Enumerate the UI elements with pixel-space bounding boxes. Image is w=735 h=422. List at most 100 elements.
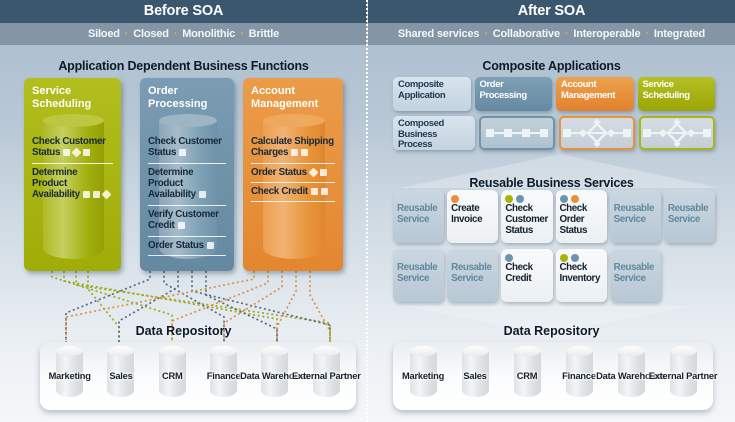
composite-box-order-processing: Order Processing: [474, 77, 552, 111]
database-label: Sales: [109, 370, 133, 381]
service-box-create-invoice: Create Invoice: [447, 190, 499, 243]
app-column-title: Service Scheduling: [32, 85, 92, 110]
process-chain-icon: [486, 129, 548, 137]
square-icon: [310, 188, 318, 196]
separator-dot: ·: [124, 28, 129, 40]
process-flow-icon: [643, 119, 711, 147]
function-label: Calculate Shipping Charges: [251, 136, 334, 159]
database-marketing: Marketing: [397, 342, 449, 410]
service-box-check-inventory: Check Inventory: [555, 249, 607, 302]
database-label: CRM: [162, 370, 183, 381]
database-sales: Sales: [449, 342, 501, 410]
composite-box-composed-business-process: Composed Business Process: [393, 116, 475, 150]
before-soa-subtitle: Siloed · Closed · Monolithic · Brittle: [0, 23, 367, 45]
database-cylinder-icon: [261, 346, 289, 397]
composite-box-process-chain: [479, 116, 555, 150]
function-label: Check Customer Status: [148, 136, 222, 159]
subtitle-word: Shared services: [397, 28, 480, 40]
square-icon: [92, 191, 100, 199]
composite-box-account-management: Account Management: [556, 77, 634, 111]
database-cylinder-icon: [513, 346, 541, 397]
service-box-reusable-service: Reusable Service: [609, 190, 661, 243]
function-label: Check Customer Status: [32, 136, 106, 159]
function-item: Determine Product Availability: [148, 164, 226, 206]
database-sales: Sales: [95, 342, 146, 410]
app-column-order-processing: Order Processing Check Customer Status Det…: [140, 78, 234, 271]
service-label: Check Credit: [505, 262, 533, 284]
diamond-icon: [71, 147, 82, 158]
service-dot-green: [559, 253, 568, 262]
funnel-decoration-bottom: [403, 306, 693, 334]
service-dots: [559, 193, 603, 204]
service-label: Create Invoice: [451, 203, 483, 225]
composite-box-label: Account Management: [561, 79, 616, 101]
reusable-services-title: Reusable Business Services: [469, 176, 634, 190]
service-dot-blue: [570, 253, 579, 262]
database-label: Finance: [562, 370, 596, 381]
database-cylinder: [43, 114, 104, 259]
business-functions-title: Application Dependent Business Functions: [58, 59, 309, 73]
funnel-decoration-top: [400, 154, 720, 188]
service-label: Reusable Service: [613, 262, 655, 284]
panel-divider: [366, 0, 368, 422]
composed-process-row: Composed Business Process: [393, 116, 715, 150]
function-label: Order Status: [148, 239, 204, 251]
service-label: Check Customer Status: [505, 203, 548, 236]
database-cylinder-icon: [158, 346, 186, 397]
database-label: Marketing: [401, 370, 445, 381]
square-icon: [82, 191, 90, 199]
composite-box-process-flow: [639, 116, 715, 150]
subtitle-word: Interoperable: [573, 28, 641, 40]
composite-box-label: Order Processing: [479, 79, 528, 101]
composite-box-process-flow: [559, 116, 635, 150]
database-cylinder-icon: [409, 346, 437, 397]
service-dots: [505, 193, 548, 204]
before-soa-panel: Before SOA Siloed · Closed · Monolithic · Brit…: [0, 0, 367, 422]
database-label: Data Warehouse: [596, 370, 666, 381]
subtitle-word: Brittle: [248, 28, 280, 40]
database-crm: CRM: [501, 342, 553, 410]
service-box-check-customer-status: Check Customer Status: [501, 190, 553, 243]
reusable-services-grid: Reusable Service Create Invoice Check Cust…: [393, 190, 715, 302]
service-box-reusable-service: Reusable Service: [393, 249, 445, 302]
service-dot-blue: [559, 194, 568, 203]
database-label: Data Warehouse: [240, 370, 310, 381]
after-soa-header: After SOA: [368, 0, 735, 23]
process-flow-icon: [563, 119, 631, 147]
database-finance: Finance: [198, 342, 249, 410]
database-label: External Partner: [291, 370, 361, 381]
service-box-reusable-service: Reusable Service: [447, 249, 499, 302]
function-label: Determine Product Availability: [32, 166, 80, 201]
database-cylinder-icon: [565, 346, 593, 397]
composite-box-service-scheduling: Service Scheduling: [637, 77, 715, 111]
service-box-check-credit: Check Credit: [501, 249, 553, 302]
function-item: Calculate Shipping Charges: [251, 133, 335, 164]
function-item: Check Customer Status: [32, 133, 113, 164]
function-list: Check Customer Status Determine Product A…: [148, 133, 226, 256]
function-label: Determine Product Availability: [148, 166, 196, 201]
square-icon: [198, 191, 206, 199]
function-list: Calculate Shipping Charges Order Status Ch…: [251, 133, 335, 203]
database-external-partner: External Partner: [649, 342, 718, 410]
function-item: Order Status: [251, 164, 335, 184]
data-repository-title-left: Data Repository: [135, 324, 232, 338]
after-soa-subtitle: Shared services · Collaborative · Interopera…: [368, 23, 735, 45]
app-column-title: Order Processing: [148, 85, 208, 110]
database-cylinder-icon: [56, 346, 84, 397]
data-repository-left: Marketing Sales CRM Finance Data Warehouse Ex…: [40, 342, 361, 410]
database-cylinder-icon: [210, 346, 238, 397]
function-item: Order Status: [148, 237, 226, 256]
service-box-reusable-service: Reusable Service: [663, 190, 715, 243]
database-label: Sales: [463, 370, 487, 381]
subtitle-word: Monolithic: [182, 28, 236, 40]
service-label: Check Order Status: [559, 203, 588, 236]
database-marketing: Marketing: [44, 342, 95, 410]
database-crm: CRM: [147, 342, 198, 410]
square-icon: [83, 149, 91, 157]
database-data-warehouse: Data Warehouse: [240, 342, 310, 410]
database-data-warehouse: Data Warehouse: [596, 342, 666, 410]
service-dot-orange: [570, 194, 579, 203]
database-cylinder-icon: [107, 346, 135, 397]
service-dot-blue: [505, 253, 514, 262]
